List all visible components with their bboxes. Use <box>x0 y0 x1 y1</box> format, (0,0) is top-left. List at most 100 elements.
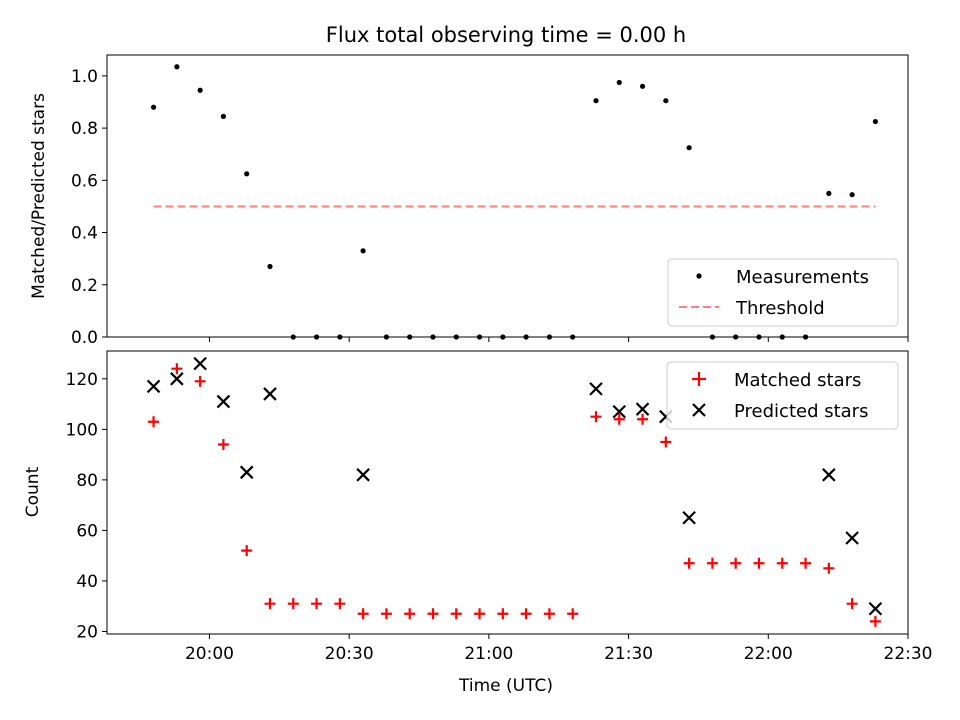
matched-star-point <box>800 557 812 569</box>
matched-star-point <box>148 416 160 428</box>
count-axes-frame <box>106 350 909 635</box>
legend-matched-marker <box>692 372 706 386</box>
predicted-star-point <box>635 402 650 416</box>
legend-measurements-label: Measurements <box>736 267 869 288</box>
count-y-tick-label: 40 <box>76 572 98 592</box>
bottom-y-axis-label: Count <box>23 466 43 517</box>
ratio-y-tick-label: 0.6 <box>71 171 98 191</box>
measurement-point <box>360 248 366 254</box>
predicted-star-point <box>263 387 277 401</box>
matched-star-point <box>776 557 788 569</box>
matched-star-point <box>287 598 299 610</box>
chart-title: Flux total observing time = 0.00 h <box>326 23 686 47</box>
predicted-star-point <box>216 394 231 409</box>
matched-star-point <box>637 413 649 425</box>
ratio-y-tick-label: 0.0 <box>71 328 98 348</box>
ratio-panel: Flux total observing time = 0.00 h Match… <box>29 23 909 348</box>
predicted-star-point <box>682 510 696 525</box>
measurement-point <box>872 118 879 125</box>
count-y-tick-label: 80 <box>76 471 98 491</box>
count-y-tick-label: 100 <box>66 420 98 440</box>
predicted-star-point <box>193 356 207 371</box>
count-plot-area: 20 40 60 80 100 120 20:00 20:30 21:00 21:30 22:00 2… <box>66 350 933 664</box>
predicted-star-point <box>868 601 883 616</box>
x-tick-label: 22:30 <box>884 644 933 664</box>
ratio-y-tick-label: 0.2 <box>71 276 98 296</box>
matched-star-point <box>683 557 695 569</box>
predicted-star-point <box>239 465 254 480</box>
predicted-star-point <box>356 468 370 482</box>
matched-star-point <box>753 557 765 569</box>
predicted-star-point <box>146 379 161 394</box>
matched-star-point <box>474 608 486 620</box>
matched-star-point <box>869 615 881 627</box>
x-tick-label: 20:30 <box>325 644 374 664</box>
ratio-legend: Measurements Threshold <box>667 258 899 327</box>
measurement-point <box>593 98 599 104</box>
ratio-y-tick-label: 0.4 <box>71 224 98 244</box>
matched-star-point <box>380 608 392 620</box>
ratio-plot-area: 0.0 0.2 0.4 0.6 0.8 1.0 <box>71 54 909 348</box>
legend-predicted-label: Predicted stars <box>734 401 868 422</box>
legend-threshold-label: Threshold <box>735 298 825 319</box>
count-panel: Count Time (UTC) 20 40 60 80 100 120 20:00 20:3… <box>23 350 933 696</box>
matched-star-point <box>613 413 625 425</box>
matched-star-point <box>660 436 672 448</box>
matched-star-point <box>846 598 858 610</box>
count-legend-box <box>666 361 899 430</box>
x-axis-label: Time (UTC) <box>458 676 553 696</box>
predicted-star-point <box>845 531 859 545</box>
measurement-point <box>686 145 692 151</box>
count-legend: Matched stars Predicted stars <box>666 361 899 430</box>
top-y-axis-label: Matched/Predicted stars <box>29 93 49 299</box>
matched-star-point <box>520 608 532 620</box>
ratio-y-tick-label: 0.8 <box>71 119 98 139</box>
matched-star-point <box>823 562 835 574</box>
matched-star-point <box>590 411 602 423</box>
predicted-star-point <box>612 404 627 419</box>
x-tick-label: 20:00 <box>185 644 234 664</box>
ratio-legend-box <box>667 258 899 327</box>
predicted-star-point <box>170 372 184 386</box>
x-tick-label: 22:00 <box>744 644 793 664</box>
measurement-point <box>267 263 273 270</box>
measurement-point <box>150 104 157 110</box>
matched-star-point <box>241 545 253 557</box>
x-tick-label: 21:00 <box>464 644 513 664</box>
measurement-point <box>220 113 227 119</box>
matched-star-point <box>427 608 439 620</box>
matched-star-point <box>311 598 323 610</box>
measurement-point <box>826 190 832 196</box>
matched-star-point <box>194 375 206 387</box>
matched-star-point <box>706 557 718 569</box>
ratio-y-tick-label: 1.0 <box>71 67 98 87</box>
measurement-point <box>849 192 855 198</box>
matched-star-point <box>264 598 276 610</box>
count-y-tick-label: 120 <box>66 370 98 390</box>
matched-star-point <box>543 608 555 620</box>
legend-predicted-marker <box>692 403 706 417</box>
matched-star-point <box>497 608 509 620</box>
matched-star-point <box>357 608 369 620</box>
matched-star-point <box>567 608 579 620</box>
legend-measurements-marker <box>696 273 702 279</box>
measurement-point <box>639 83 646 89</box>
matched-star-point <box>217 438 229 450</box>
matched-star-point <box>334 598 346 610</box>
matched-star-point <box>730 557 742 569</box>
count-y-tick-label: 20 <box>76 622 98 642</box>
measurement-point <box>174 64 180 70</box>
measurement-point <box>244 171 250 177</box>
ratio-axes-frame <box>106 54 909 338</box>
measurement-point <box>663 98 669 104</box>
matched-star-point <box>404 608 416 620</box>
predicted-star-point <box>589 382 603 396</box>
measurement-point <box>616 79 622 86</box>
x-tick-label: 21:30 <box>604 644 653 664</box>
predicted-star-point <box>822 468 836 482</box>
matched-star-point <box>171 363 183 375</box>
count-y-tick-label: 60 <box>76 521 98 541</box>
measurement-point <box>197 87 203 93</box>
